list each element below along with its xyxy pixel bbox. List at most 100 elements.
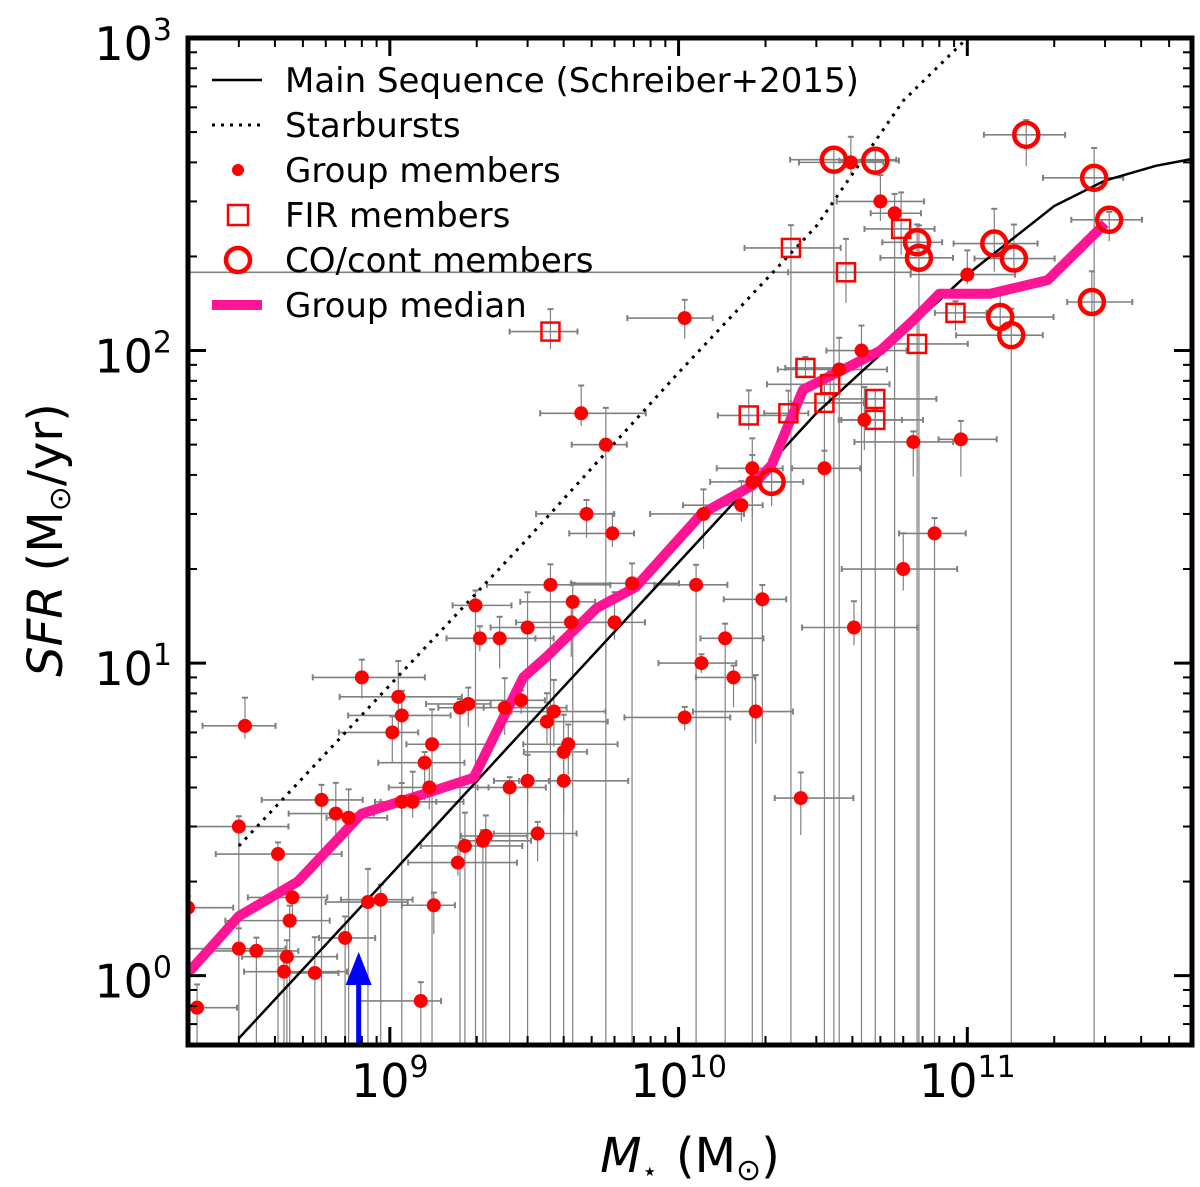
errorbar <box>699 622 765 1045</box>
errorbar <box>570 406 628 1045</box>
group-member-point <box>425 737 440 752</box>
group-member-point <box>282 913 297 928</box>
group-member-point <box>854 343 869 358</box>
errorbar <box>535 498 616 538</box>
errorbar <box>840 532 959 591</box>
errorbar <box>451 589 513 1045</box>
group-member-point <box>726 670 741 685</box>
errorbar <box>311 658 426 699</box>
fir-member-point <box>780 237 802 259</box>
group-member-point <box>338 930 353 945</box>
x-tick-label: 1010 <box>630 1050 727 1108</box>
errorbar <box>476 776 547 1045</box>
errorbar <box>773 771 855 836</box>
legend: Main Sequence (Schreiber+2015) Starbursts… <box>212 61 859 326</box>
group-member-point <box>450 855 465 870</box>
group-member-point <box>385 725 400 740</box>
ticks-layer: 109 1010 1011 100 101 102 103 <box>94 13 1193 1108</box>
errorbar <box>801 600 919 646</box>
legend-co-member-swatch <box>223 245 253 275</box>
group-member-point <box>285 890 300 905</box>
group-member-point <box>249 943 264 958</box>
y-tick-label: 103 <box>94 13 172 71</box>
group-member-point <box>556 773 571 788</box>
group-member-point <box>546 704 561 719</box>
errorbar <box>623 705 732 731</box>
group-member-point <box>417 755 432 770</box>
errorbar <box>828 389 938 1045</box>
x-axis-label: M⋆ (M⊙) <box>600 1128 780 1187</box>
group-member-point <box>276 964 291 979</box>
starbursts-line <box>237 38 969 848</box>
group-member-point <box>677 710 692 725</box>
errorbar <box>400 891 456 935</box>
co-member-point <box>1012 120 1041 150</box>
group-member-point <box>468 598 483 613</box>
errorbar <box>459 814 529 1045</box>
co-member-point <box>997 320 1026 350</box>
group-member-point <box>472 631 487 646</box>
group-member-point <box>394 794 409 809</box>
errorbar <box>889 313 969 1045</box>
co-member-point <box>861 146 890 175</box>
group-member-point <box>873 194 888 209</box>
upper-limit-arrow-head <box>345 952 372 985</box>
legend-label: Group median <box>285 286 527 326</box>
group-member-point <box>598 437 613 452</box>
group-member-point <box>960 267 975 282</box>
errorbar <box>489 591 573 1045</box>
errorbar <box>568 512 635 547</box>
errorbar <box>1070 210 1143 242</box>
group-member-point <box>857 412 872 427</box>
fir-member-point <box>738 405 759 426</box>
group-member-point <box>539 714 554 729</box>
legend-group-member-swatch <box>232 164 244 176</box>
errorbar <box>337 715 420 764</box>
errorbar <box>952 207 1039 272</box>
errorbar <box>1041 146 1125 1045</box>
group-member-point <box>492 631 507 646</box>
group-member-point <box>745 474 760 489</box>
group-member-point <box>625 576 640 591</box>
errorbar <box>419 811 524 1045</box>
errorbar <box>879 224 955 1045</box>
group-member-point <box>530 826 545 841</box>
legend-label: Main Sequence (Schreiber+2015) <box>285 61 859 101</box>
co-member-point <box>904 243 934 273</box>
errorbar <box>776 336 889 1045</box>
group-member-point <box>328 806 343 821</box>
group-member-point <box>271 847 286 862</box>
group-member-point <box>457 838 472 853</box>
fir-member-point <box>795 357 816 379</box>
fir-member-point <box>778 403 799 424</box>
y-tick-label: 102 <box>94 326 172 384</box>
group-member-point <box>502 780 517 795</box>
errorbar <box>519 581 597 1045</box>
errorbar <box>722 583 788 1045</box>
group-member-point <box>422 780 437 795</box>
fir-member-point <box>865 409 886 431</box>
errorbar <box>933 300 988 331</box>
group-member-point <box>231 819 246 834</box>
group-member-point <box>565 594 580 609</box>
errorbar <box>692 674 794 744</box>
errorbar <box>260 783 364 1045</box>
group-member-point <box>832 362 847 377</box>
errorbar <box>789 373 865 1045</box>
co-member-point <box>1094 205 1124 235</box>
group-member-point <box>793 791 808 806</box>
fir-member-point <box>865 388 886 410</box>
group-member-point <box>694 656 709 671</box>
errorbar <box>570 562 681 1045</box>
co-member-point <box>999 244 1029 273</box>
co-member-point <box>980 229 1009 258</box>
group-member-point <box>497 700 512 715</box>
errorbar <box>518 752 630 814</box>
y-axis-label: SFR(M⊙/yr) <box>18 403 78 677</box>
y-tick-label: 100 <box>94 951 172 1009</box>
group-member-point <box>231 941 246 956</box>
group-member-point <box>564 615 579 630</box>
legend-label: CO/cont members <box>285 241 594 281</box>
errorbar <box>982 119 1067 167</box>
group-member-point <box>734 498 749 513</box>
